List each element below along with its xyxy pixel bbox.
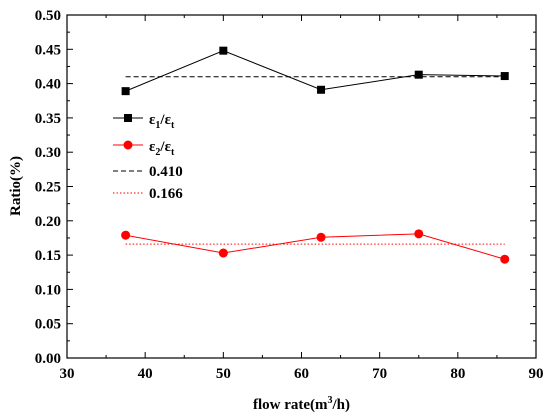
y-tick-label: 0.10 (35, 282, 61, 298)
data-point-s2 (414, 229, 424, 239)
plot-frame (66, 14, 537, 359)
y-axis-title: Ratio(%) (8, 156, 24, 216)
legend-label-series-2: ε2/εt (149, 139, 175, 158)
data-point-s1 (317, 85, 326, 94)
y-tick-label: 0.00 (35, 351, 61, 367)
y-tick-label: 0.35 (35, 111, 61, 127)
x-tick-label: 50 (216, 366, 231, 382)
legend-entry-ref-1: 0.410 (113, 164, 183, 180)
data-point-s1 (500, 72, 509, 81)
data-point-s2 (121, 230, 131, 240)
y-tick-label: 0.20 (35, 214, 61, 230)
legend-label-ref-1: 0.410 (149, 164, 183, 180)
y-tick-label: 0.50 (35, 8, 61, 24)
tick-labels: 30 40 50 60 70 80 90 0.00 0.05 0.10 0.15 0.20 0.25 0.… (35, 8, 544, 382)
y-tick-label: 0.15 (35, 248, 61, 264)
x-tick-label: 40 (138, 366, 153, 382)
y-tick-label: 0.25 (35, 180, 61, 196)
x-tick-label: 60 (294, 366, 309, 382)
x-tick-label: 80 (450, 366, 465, 382)
x-axis-title: flow rate(m3/h) (253, 395, 350, 413)
data-point-s2 (500, 254, 510, 264)
x-tick-label: 30 (60, 366, 75, 382)
data-point-s1 (121, 87, 130, 96)
y-tick-label: 0.45 (35, 42, 61, 58)
legend-entry-ref-2: 0.166 (113, 186, 183, 202)
legend-entry-series-1: ε1/εt (113, 112, 175, 131)
series-line-s2 (125, 233, 505, 260)
series-layer (121, 46, 510, 264)
x-tick-label: 70 (372, 366, 387, 382)
data-point-s1 (414, 70, 423, 79)
legend: ε1/εt ε2/εt 0.410 0.166 (113, 112, 183, 202)
series-line-s1 (125, 50, 505, 92)
data-point-s1 (219, 46, 228, 55)
data-point-s2 (316, 232, 326, 242)
legend-marker-series-2 (123, 140, 133, 150)
x-tick-label: 90 (529, 366, 544, 382)
y-tick-label: 0.40 (35, 77, 61, 93)
legend-label-series-1: ε1/εt (149, 112, 175, 131)
y-tick-label: 0.30 (35, 145, 61, 161)
reference-lines (125, 76, 505, 245)
legend-label-ref-2: 0.166 (149, 186, 183, 202)
y-tick-label: 0.05 (35, 317, 61, 333)
axis-ticks (66, 14, 537, 359)
data-point-s2 (218, 248, 228, 258)
legend-marker-series-1 (124, 114, 132, 122)
legend-entry-series-2: ε2/εt (113, 139, 175, 158)
